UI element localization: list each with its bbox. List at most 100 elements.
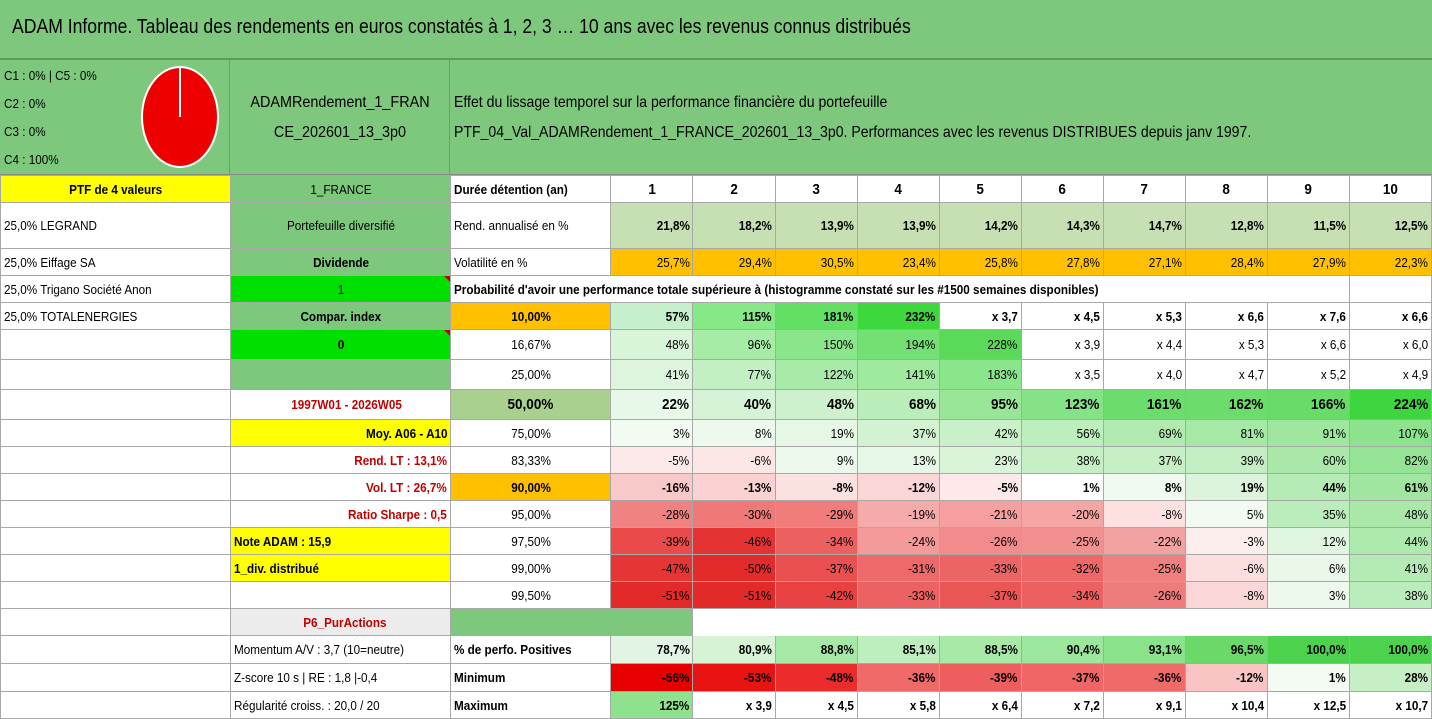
probability-cell-text: -28% [662, 506, 690, 522]
probability-cell-text: 37% [1158, 452, 1182, 468]
probability-cell-text: 224% [1393, 396, 1428, 413]
long-term-volatility-text: Vol. LT : 26,7% [366, 479, 448, 495]
probability-cell-text: 38% [1404, 587, 1428, 603]
minimum-cell: -36% [1102, 663, 1186, 692]
maximum-label: Maximum [450, 691, 612, 719]
minimum-cell: -12% [1184, 663, 1268, 692]
positive-share-cell: 88,5% [938, 635, 1022, 664]
empty-cell [0, 389, 232, 420]
probability-cell-text: 3% [1328, 587, 1346, 603]
minimum-label: Minimum [450, 663, 612, 692]
probability-level: 99,50% [450, 581, 612, 609]
period-range: 1997W01 - 2026W05 [230, 389, 452, 420]
empty-cell [0, 500, 232, 528]
probability-cell-text: 41% [1404, 560, 1428, 576]
probability-level-text: 75,00% [511, 425, 551, 441]
volatility-cell-text: 22,3% [1394, 254, 1428, 270]
probability-cell-text: 61% [1404, 479, 1428, 495]
probability-cell-text: x 3,5 [1074, 367, 1100, 382]
portfolio-count-text: PTF de 4 valeurs [69, 181, 163, 197]
year-header: 3 [774, 175, 858, 203]
dividend-policy-text: 1_div. distribué [234, 560, 320, 576]
probability-cell-text: 166% [1311, 396, 1346, 413]
probability-cell-text: x 4,7 [1238, 367, 1264, 382]
probability-cell-text: x 6,6 [1320, 337, 1346, 352]
regularity-indicator-text: Régularité croiss. : 20,0 / 20 [234, 697, 380, 713]
probability-cell: -37% [938, 581, 1022, 609]
probability-cell-text: -47% [662, 560, 690, 576]
holding-totalenergies-text: 25,0% TOTALENERGIES [4, 308, 138, 324]
maximum-cell-text: 125% [659, 697, 690, 713]
maximum-cell-text: x 10,7 [1395, 697, 1428, 713]
holding-legrand: 25,0% LEGRAND [0, 202, 232, 249]
probability-level-text: 99,00% [511, 560, 551, 576]
probability-cell-text: 3% [672, 425, 690, 441]
positive-share-cell-text: 88,8% [820, 642, 854, 657]
year-header-text: 4 [894, 180, 902, 198]
minimum-cell-text: -56% [662, 670, 690, 685]
probability-cell: -6% [1184, 554, 1268, 582]
volatility-cell: 23,4% [856, 248, 940, 276]
positive-share-label-text: % de perfo. Positives [454, 642, 572, 657]
probability-cell-text: 162% [1229, 396, 1264, 413]
probability-cell-text: 19% [1240, 479, 1264, 495]
year-header-text: 7 [1140, 180, 1148, 198]
probability-cell-text: 48% [826, 396, 854, 413]
year-header-text: 8 [1222, 180, 1231, 198]
table-row: 1_div. distribué 99,00% -47% -50% -37% -31% -3… [0, 554, 1432, 582]
empty-cell [0, 359, 232, 390]
probability-cell: x 4,9 [1348, 359, 1432, 390]
probability-cell-text: 44% [1404, 533, 1428, 549]
probability-cell: 82% [1348, 446, 1432, 474]
probability-cell: 95% [938, 389, 1022, 420]
minimum-cell: -37% [1020, 663, 1104, 692]
table-row: P6_PurActions [0, 608, 1432, 636]
volatility-cell-text: 30,5% [820, 254, 854, 270]
probability-cell-text: 1% [1082, 479, 1100, 495]
probability-level-text: 50,00% [507, 396, 554, 413]
probability-cell: x 3,9 [1020, 329, 1104, 360]
probability-level-text: 97,50% [511, 533, 551, 549]
probability-cell: x 5,3 [1184, 329, 1268, 360]
zscore-indicator-text: Z-score 10 s | RE : 1,8 |-0,4 [234, 670, 378, 685]
probability-cell: 60% [1266, 446, 1350, 474]
portfolio-type-text: Portefeuille diversifié [286, 218, 395, 233]
probability-cell: -20% [1020, 500, 1104, 528]
positive-share-cell-text: 100,0% [1306, 642, 1346, 657]
probability-cell: -5% [938, 473, 1022, 501]
positive-share-cell: 100,0% [1348, 635, 1432, 664]
probability-level-text: 95,00% [511, 506, 551, 522]
probability-cell-text: 38% [1076, 452, 1100, 468]
year-header-text: 9 [1304, 180, 1313, 198]
legend-line: C4 : 100% [4, 152, 59, 167]
holding-eiffage-text: 25,0% Eiffage SA [4, 254, 96, 270]
positive-share-cell-text: 78,7% [656, 642, 690, 657]
probability-cell-text: x 4,9 [1402, 367, 1428, 382]
probability-cell-text: -37% [826, 560, 854, 576]
empty-cell [1348, 275, 1432, 303]
positive-share-cell: 90,4% [1020, 635, 1104, 664]
annual-return-cell-text: 14,3% [1066, 218, 1100, 233]
probability-cell-text: -31% [908, 560, 936, 576]
probability-cell: 23% [938, 446, 1022, 474]
volatility-cell-text: 25,7% [656, 254, 690, 270]
probability-title: Probabilité d'avoir une performance tota… [450, 275, 1350, 303]
annual-return-cell: 13,9% [774, 202, 858, 249]
volatility-cell: 29,4% [692, 248, 776, 276]
profile-label: P6_PurActions [230, 608, 452, 636]
profile-swatch [450, 608, 694, 636]
maximum-cell: x 9,1 [1102, 691, 1186, 719]
empty-cell [0, 691, 232, 719]
probability-cell: x 6,6 [1184, 302, 1268, 330]
year-header: 1 [610, 175, 694, 203]
table-row: Momentum A/V : 3,7 (10=neutre) % de perfo… [0, 635, 1432, 664]
probability-cell: 39% [1184, 446, 1268, 474]
maximum-cell: x 12,5 [1266, 691, 1350, 719]
probability-cell: 1% [1020, 473, 1104, 501]
table-row: 25,00% 41% 77% 122% 141% 183% x 3,5 x 4,0 x 4,7 x… [0, 359, 1432, 390]
probability-cell-text: -33% [990, 560, 1018, 576]
minimum-cell-text: -36% [908, 670, 936, 685]
minimum-cell-text: -48% [826, 670, 854, 685]
probability-cell: -13% [692, 473, 776, 501]
country-label-text: 1_FRANCE [310, 181, 372, 197]
